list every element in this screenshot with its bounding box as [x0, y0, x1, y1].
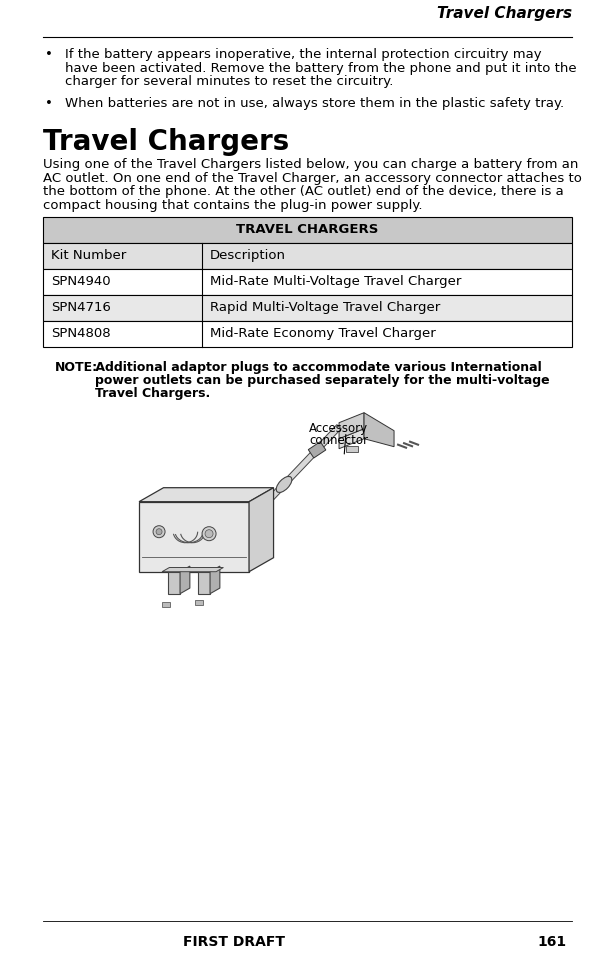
Bar: [43, 217, 572, 243]
Text: have been activated. Remove the battery from the phone and put it into the: have been activated. Remove the battery …: [65, 62, 577, 74]
Polygon shape: [249, 488, 274, 572]
Text: Description: Description: [210, 250, 286, 262]
Text: FIRST DRAFT: FIRST DRAFT: [183, 935, 285, 949]
Polygon shape: [210, 566, 220, 594]
Polygon shape: [139, 488, 274, 501]
Polygon shape: [198, 572, 210, 594]
Text: Additional adaptor plugs to accommodate various International: Additional adaptor plugs to accommodate …: [91, 361, 542, 374]
Text: Mid-Rate Multi-Voltage Travel Charger: Mid-Rate Multi-Voltage Travel Charger: [210, 275, 461, 288]
Bar: [162, 602, 170, 606]
Text: AC outlet. On one end of the Travel Charger, an accessory connector attaches to: AC outlet. On one end of the Travel Char…: [43, 172, 582, 185]
Text: Mid-Rate Economy Travel Charger: Mid-Rate Economy Travel Charger: [210, 327, 435, 340]
Bar: [43, 243, 572, 269]
Bar: [43, 269, 572, 295]
Circle shape: [202, 526, 216, 541]
Text: compact housing that contains the plug-in power supply.: compact housing that contains the plug-i…: [43, 199, 423, 212]
Text: SPN4716: SPN4716: [51, 301, 111, 314]
Circle shape: [156, 528, 162, 535]
Polygon shape: [162, 568, 223, 572]
Polygon shape: [139, 501, 249, 572]
Text: SPN4808: SPN4808: [51, 327, 111, 340]
Text: Travel Chargers.: Travel Chargers.: [95, 387, 210, 400]
Circle shape: [205, 529, 213, 538]
Text: 161: 161: [538, 935, 567, 949]
Polygon shape: [339, 413, 364, 439]
Text: Rapid Multi-Voltage Travel Charger: Rapid Multi-Voltage Travel Charger: [210, 301, 440, 314]
Polygon shape: [168, 572, 180, 594]
Polygon shape: [237, 424, 341, 534]
Text: TRAVEL CHARGERS: TRAVEL CHARGERS: [236, 224, 379, 236]
Polygon shape: [308, 442, 326, 458]
Bar: [43, 321, 572, 347]
Ellipse shape: [276, 476, 292, 493]
Text: Accessory: Accessory: [309, 421, 368, 435]
Text: charger for several minutes to reset the circuitry.: charger for several minutes to reset the…: [65, 75, 394, 88]
Text: If the battery appears inoperative, the internal protection circuitry may: If the battery appears inoperative, the …: [65, 48, 542, 61]
Text: the bottom of the phone. At the other (AC outlet) end of the device, there is a: the bottom of the phone. At the other (A…: [43, 185, 564, 199]
Polygon shape: [364, 413, 394, 446]
Text: Kit Number: Kit Number: [51, 250, 126, 262]
Polygon shape: [339, 429, 364, 448]
Text: •: •: [45, 48, 53, 61]
Bar: [43, 295, 572, 321]
Text: SPN4940: SPN4940: [51, 275, 111, 288]
Polygon shape: [180, 566, 190, 594]
Text: Travel Chargers: Travel Chargers: [43, 128, 289, 156]
Text: •: •: [45, 96, 53, 110]
Text: connector: connector: [309, 434, 368, 446]
Text: power outlets can be purchased separately for the multi-voltage: power outlets can be purchased separatel…: [95, 374, 550, 387]
Bar: [195, 600, 203, 604]
Bar: [346, 445, 358, 452]
Circle shape: [153, 525, 165, 538]
Polygon shape: [240, 509, 262, 529]
Text: When batteries are not in use, always store them in the plastic safety tray.: When batteries are not in use, always st…: [65, 96, 564, 110]
Text: Using one of the Travel Chargers listed below, you can charge a battery from an: Using one of the Travel Chargers listed …: [43, 158, 578, 172]
Text: NOTE:: NOTE:: [55, 361, 98, 374]
Text: Travel Chargers: Travel Chargers: [437, 6, 572, 21]
